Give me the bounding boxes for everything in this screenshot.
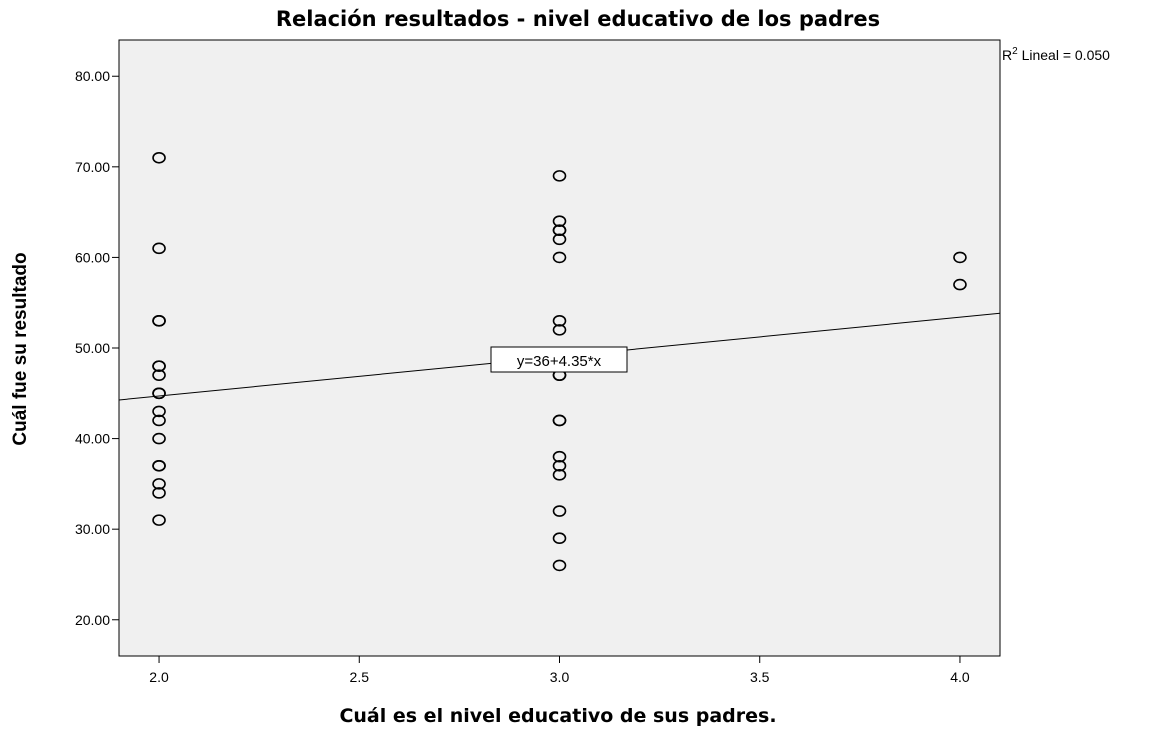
x-tick-label: 3.0 (550, 669, 570, 685)
y-axis: 20.00 30.00 40.00 50.00 60.00 70.00 80.00 (75, 68, 119, 628)
data-point (552, 215, 567, 227)
data-point (552, 233, 567, 246)
data-point (152, 151, 166, 164)
data-point (152, 242, 166, 255)
data-point (152, 459, 166, 472)
data-point (152, 487, 166, 499)
regression-equation-label: y=36+4.35*x (517, 353, 602, 370)
data-point (552, 450, 567, 463)
chart-title: Relación resultados - nivel educativo de… (276, 7, 880, 31)
data-point (152, 478, 166, 490)
y-tick-label: 40.00 (75, 431, 110, 447)
y-axis-label: Cuál fue su resultado (10, 252, 31, 445)
data-point (152, 315, 166, 327)
y-tick-label: 30.00 (75, 521, 110, 537)
data-point (552, 251, 567, 264)
x-tick-label: 4.0 (950, 669, 970, 685)
data-point (152, 414, 166, 427)
data-point (552, 469, 567, 481)
x-axis-label: Cuál es el nivel educativo de sus padres… (339, 705, 776, 727)
y-tick-label: 80.00 (75, 68, 110, 84)
x-tick-label: 2.0 (149, 669, 169, 685)
y-tick-label: 20.00 (75, 612, 110, 628)
r2-label-value: Lineal = 0.050 (1018, 47, 1110, 63)
r2-label-superscript: 2 (1012, 46, 1018, 57)
r2-label-prefix: R (1002, 47, 1012, 63)
x-axis: 2.0 2.5 3.0 3.5 4.0 (149, 656, 970, 685)
y-tick-label: 60.00 (75, 249, 110, 265)
y-tick-label: 50.00 (75, 340, 110, 356)
x-tick-label: 3.5 (750, 669, 770, 685)
y-tick-label: 70.00 (75, 159, 110, 175)
data-point (552, 532, 567, 545)
regression-equation: y=36+4.35*x (490, 346, 628, 373)
data-point (152, 432, 166, 445)
data-point (552, 559, 567, 572)
data-point (552, 414, 567, 427)
data-point (152, 387, 166, 400)
data-point (552, 324, 567, 336)
data-point (152, 369, 166, 381)
data-point (552, 170, 567, 182)
regression-equation-box (490, 346, 628, 373)
r2-label: R2 Lineal = 0.050 (1002, 46, 1110, 63)
x-tick-label: 2.5 (350, 669, 370, 685)
data-point (953, 278, 967, 291)
data-point (152, 360, 166, 372)
data-point (152, 405, 166, 418)
data-point (552, 224, 567, 237)
data-point (953, 251, 967, 264)
data-point (552, 505, 567, 517)
data-point (552, 315, 567, 327)
data-point (552, 459, 567, 472)
data-point (152, 514, 166, 526)
